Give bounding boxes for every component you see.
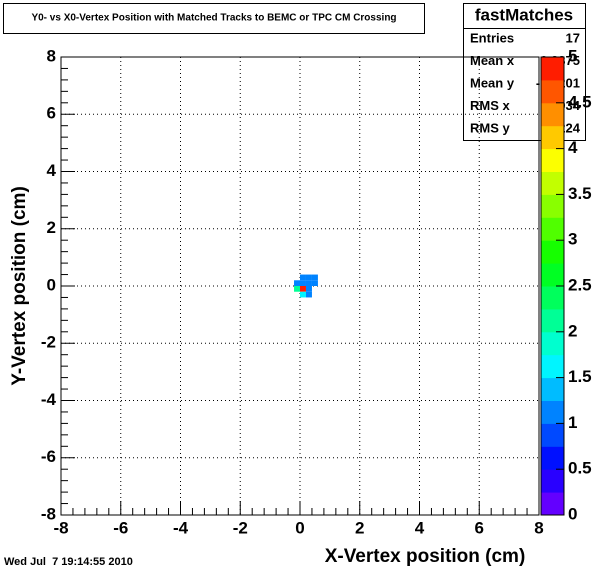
stats-value: 17 (566, 30, 580, 45)
heatmap-cell (300, 286, 306, 292)
y-tick-label: 4 (47, 161, 57, 180)
palette-band (541, 171, 564, 195)
timestamp: Wed Jul 7 19:14:55 2010 (4, 556, 133, 568)
stats-label: Mean x (470, 53, 515, 68)
chart-title: Y0- vs X0-Vertex Position with Matched T… (31, 13, 396, 24)
y-tick-label: -8 (41, 504, 56, 523)
palette-band (541, 125, 564, 150)
palette-band (541, 79, 564, 104)
x-tick-label: 4 (415, 518, 425, 537)
title-box (3, 3, 425, 34)
palette-band (541, 217, 564, 241)
palette-band (541, 492, 564, 516)
z-tick-label: 3 (568, 230, 577, 249)
heatmap-cell (305, 291, 312, 298)
x-tick-label: -8 (53, 518, 68, 537)
x-tick-label: -6 (113, 518, 128, 537)
palette-band (541, 331, 564, 356)
stats-label: RMS x (470, 98, 511, 113)
stats-label: RMS y (470, 120, 511, 135)
palette-band (541, 263, 564, 287)
z-tick-label: 3.5 (568, 184, 592, 203)
palette-band (541, 57, 564, 81)
x-tick-label: 0 (295, 518, 304, 537)
heatmap-cell (305, 274, 312, 281)
palette-band (541, 354, 564, 379)
z-tick-label: 4.5 (568, 92, 592, 111)
heatmap-cell (305, 286, 312, 292)
palette-band (541, 469, 564, 493)
palette-band (541, 423, 564, 447)
z-tick-label: 4 (568, 138, 578, 157)
y-tick-label: 0 (47, 275, 56, 294)
heatmap-cell (311, 274, 318, 281)
x-tick-label: -4 (173, 518, 189, 537)
palette-band (541, 286, 564, 310)
x-axis-label: X-Vertex position (cm) (325, 546, 526, 567)
stats-label: Entries (470, 30, 514, 45)
y-axis-label: Y-Vertex position (cm) (9, 186, 30, 386)
z-tick-label: 1 (568, 413, 577, 432)
stats-title: fastMatches (475, 5, 573, 24)
z-tick-label: 0.5 (568, 459, 592, 478)
y-tick-label: -6 (41, 447, 56, 466)
palette-band (541, 194, 564, 218)
x-tick-label: -2 (233, 518, 248, 537)
heatmap-cell (311, 280, 318, 286)
x-tick-label: 6 (475, 518, 484, 537)
z-tick-label: 1.5 (568, 367, 592, 386)
x-tick-label: 8 (534, 518, 543, 537)
palette-band (541, 400, 564, 424)
heatmap-cell (300, 274, 306, 281)
z-tick-label: 2.5 (568, 275, 592, 294)
palette-band (541, 148, 564, 172)
palette-band (541, 377, 564, 401)
y-tick-label: -2 (41, 333, 56, 352)
heatmap-cell (300, 280, 306, 286)
heatmap-cell (294, 286, 300, 292)
y-tick-label: 2 (47, 218, 56, 237)
stats-frame (463, 3, 586, 141)
heatmap-cell (294, 280, 300, 286)
z-tick-label: 0 (568, 504, 577, 523)
heatmap-cell (305, 280, 312, 286)
palette-band (541, 308, 564, 333)
x-tick-label: 2 (355, 518, 364, 537)
z-tick-label: 5 (568, 46, 577, 65)
palette-band (541, 102, 564, 127)
y-tick-label: 8 (47, 46, 56, 65)
y-tick-label: 6 (47, 104, 56, 123)
stats-box: fastMatches (463, 3, 586, 141)
stats-label: Mean y (470, 75, 515, 90)
palette-band (541, 446, 564, 470)
heatmap-cell (300, 291, 306, 298)
z-tick-label: 2 (568, 321, 577, 340)
palette-band (541, 240, 564, 264)
y-tick-label: -4 (41, 390, 57, 409)
